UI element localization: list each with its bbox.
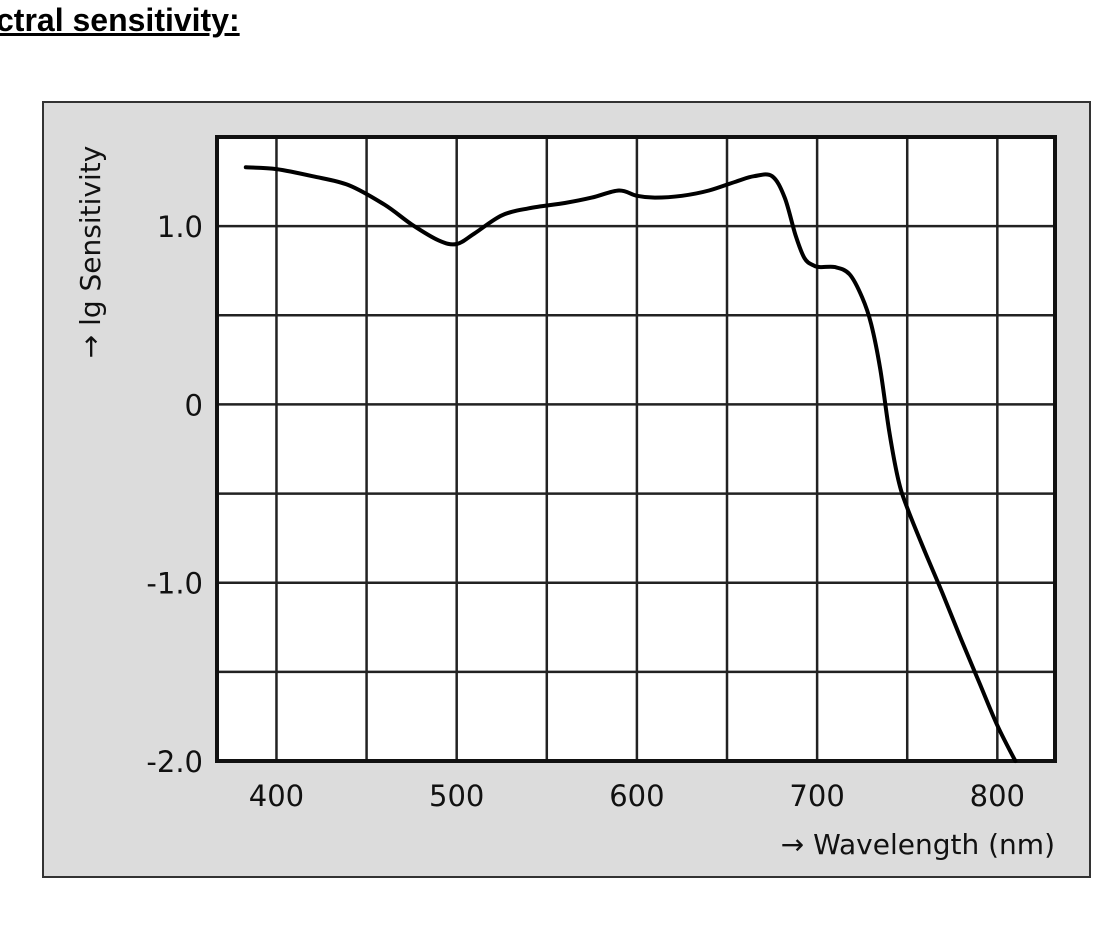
sensitivity-curve [243,165,1018,763]
tick-labels: 400 500 600 700 800 -2.0 -1.0 0 1.0 [146,210,1025,813]
y-axis-label: → lg Sensitivity [74,146,107,359]
x-tick-label: 800 [970,779,1025,813]
series-layer [243,165,1018,763]
x-tick-label: 400 [249,779,304,813]
x-axis-label: → Wavelength (nm) [781,828,1055,861]
y-tick-label: -2.0 [146,745,203,779]
x-tick-label: 600 [609,779,664,813]
page-heading: ctral sensitivity: [0,2,240,38]
y-tick-label: -1.0 [146,567,203,601]
x-tick-label: 700 [789,779,844,813]
grid-lines [217,137,1055,761]
x-tick-label: 500 [429,779,484,813]
y-tick-label: 0 [185,388,203,422]
plot-border [215,135,1057,763]
y-tick-label: 1.0 [157,210,203,244]
